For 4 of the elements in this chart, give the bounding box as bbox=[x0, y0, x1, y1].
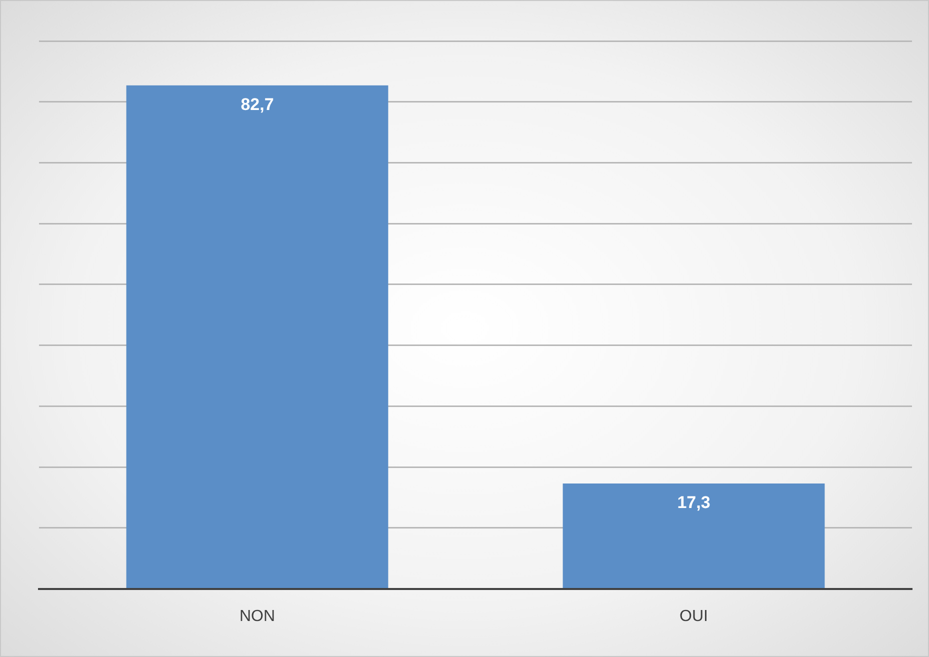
x-tick-label: OUI bbox=[680, 608, 708, 625]
data-label: 17,3 bbox=[677, 493, 710, 512]
x-tick-label: NON bbox=[239, 608, 276, 625]
data-label: 82,7 bbox=[240, 95, 274, 114]
